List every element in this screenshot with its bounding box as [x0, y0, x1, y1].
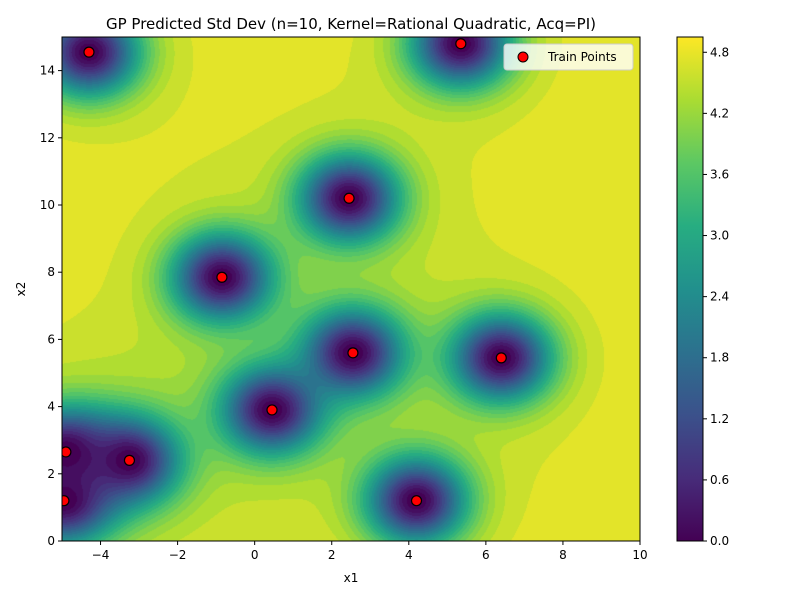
- colorbar-tick-label: 4.2: [710, 106, 729, 120]
- x-tick-label: −4: [92, 548, 110, 562]
- y-tick-label: 2: [47, 467, 55, 481]
- y-axis: 0 2 4 6 8 10 12 14: [40, 64, 62, 548]
- colorbar-gradient: [677, 37, 703, 541]
- y-tick-label: 14: [40, 64, 55, 78]
- train-point-9: [62, 446, 72, 458]
- legend-label: Train Points: [547, 50, 617, 64]
- x-tick-label: 6: [482, 548, 490, 562]
- train-point-10: [62, 495, 70, 507]
- train-point-8: [123, 454, 136, 466]
- legend-marker: [517, 51, 529, 63]
- y-tick-label: 0: [47, 534, 55, 548]
- y-tick-label: 10: [40, 198, 55, 212]
- plot-frame: [61, 36, 641, 542]
- y-tick-label: 4: [47, 400, 55, 414]
- y-tick-label: 8: [47, 265, 55, 279]
- colorbar-frame: [676, 36, 704, 542]
- plot-area: [61, 36, 641, 542]
- train-point-7: [266, 404, 278, 416]
- x-tick-label: −2: [169, 548, 187, 562]
- train-point-4: [216, 271, 228, 283]
- train-point-1: [83, 46, 95, 58]
- legend-box: [503, 43, 634, 71]
- train-point-3: [343, 192, 355, 204]
- colorbar-tick-label: 1.2: [710, 412, 729, 426]
- x-axis: −4 −2 0 2 4 6 8 10: [92, 541, 648, 562]
- x-tick-label: 2: [328, 548, 336, 562]
- colorbar-tick-label: 2.4: [710, 290, 729, 304]
- colorbar-ticks: 0.0 0.6 1.2 1.8 2.4 3.0 3.6 4.2 4.8: [703, 45, 729, 548]
- colorbar-tick-label: 0.0: [710, 534, 729, 548]
- colorbar-tick-label: 0.6: [710, 473, 729, 487]
- train-point-5: [347, 347, 359, 359]
- x-axis-label: x1: [344, 571, 359, 585]
- train-point-11: [410, 495, 423, 507]
- colorbar-tick-label: 3.0: [710, 229, 729, 243]
- x-tick-label: 10: [632, 548, 647, 562]
- x-tick-label: 4: [405, 548, 413, 562]
- train-points-layer: [62, 38, 507, 507]
- x-tick-label: 0: [251, 548, 259, 562]
- chart-title: GP Predicted Std Dev (n=10, Kernel=Ratio…: [106, 15, 596, 33]
- legend: Train Points: [503, 43, 634, 71]
- y-tick-label: 12: [40, 131, 55, 145]
- train-point-2: [455, 38, 467, 50]
- y-tick-label: 6: [47, 332, 55, 346]
- colorbar-tick-label: 4.8: [710, 45, 729, 59]
- train-point-6: [495, 352, 507, 364]
- colorbar-tick-label: 3.6: [710, 167, 729, 181]
- x-tick-label: 8: [559, 548, 567, 562]
- colorbar-tick-label: 1.8: [710, 351, 729, 365]
- y-axis-label: x2: [14, 282, 28, 297]
- colorbar: 0.0 0.6 1.2 1.8 2.4 3.0 3.6 4.2 4.8: [676, 36, 729, 548]
